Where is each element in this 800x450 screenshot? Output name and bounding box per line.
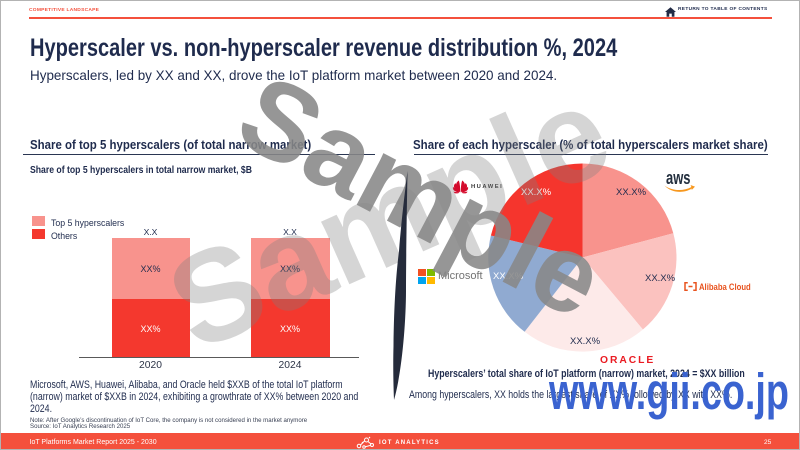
svg-text:www.gii.co.jp: www.gii.co.jp — [548, 363, 789, 420]
